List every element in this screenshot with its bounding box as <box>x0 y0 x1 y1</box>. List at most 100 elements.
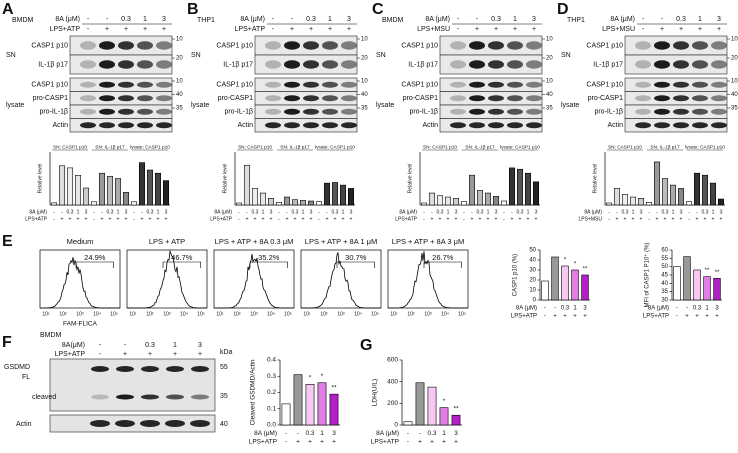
blot-band <box>450 95 466 102</box>
x-tick-label: - <box>53 209 55 215</box>
dose: 1 <box>328 16 332 23</box>
x-tick-label: - <box>616 209 618 215</box>
blot-band <box>526 108 542 115</box>
gate <box>249 261 288 268</box>
group-label: SN: IL-1β p17 <box>95 144 125 150</box>
x-tick-label: 3 <box>715 306 719 312</box>
bar <box>561 265 569 301</box>
stim-label: - <box>407 439 409 446</box>
x-tick-label: - <box>696 209 698 215</box>
blot-band <box>80 95 96 102</box>
band-name: CASP1 p10 <box>216 42 253 49</box>
stim: + <box>679 26 683 33</box>
bar <box>428 192 436 206</box>
stim-label: + <box>664 216 667 222</box>
stim-label: + <box>495 216 498 222</box>
fraction-label: lysate <box>191 102 209 109</box>
kda: 10 <box>731 37 738 43</box>
blot-band <box>692 81 708 88</box>
x-tick-label: 1 <box>487 209 490 215</box>
blot-band <box>80 108 96 115</box>
stim-label: + <box>246 216 249 222</box>
kda: 35 <box>546 106 553 112</box>
dose: 1 <box>513 16 517 23</box>
stim: + <box>124 26 128 33</box>
blot-band <box>137 122 153 129</box>
band-name: IL-1β p17 <box>38 61 68 68</box>
blot-band <box>635 108 651 115</box>
flow-title: LPS + ATP <box>149 237 185 246</box>
flow-title: LPS + ATP + 8A 1 μM <box>305 237 377 246</box>
blot-band <box>673 41 689 50</box>
stim-label: - <box>676 314 678 320</box>
bar <box>331 182 339 206</box>
x-tick-label: - <box>544 306 546 312</box>
fraction-label: lysate <box>6 102 24 109</box>
blot-band <box>711 95 727 102</box>
stim-label: + <box>455 216 458 222</box>
x-tick-label: - <box>688 209 690 215</box>
stim-label: - <box>133 216 135 222</box>
significance: * <box>574 262 577 268</box>
stim-label: + <box>326 216 329 222</box>
stim-label: + <box>332 439 336 446</box>
blot-band <box>118 108 134 115</box>
flow-title: Medium <box>67 237 94 246</box>
blot-band <box>507 108 523 115</box>
stim: + <box>123 351 127 358</box>
x-tick-label: 10⁴ <box>441 311 449 317</box>
bar <box>693 172 701 206</box>
row-label: LPS+MSU <box>579 216 603 222</box>
dose: 0.3 <box>491 16 501 23</box>
y-axis-label: Relative level <box>222 164 228 194</box>
bar <box>476 190 484 206</box>
x-tick-label: 0.3 <box>477 209 484 215</box>
blot-band <box>507 60 523 69</box>
blot-band <box>635 81 651 88</box>
dose: 1 <box>173 342 177 349</box>
stim-label: - <box>503 216 505 222</box>
gate <box>423 261 462 268</box>
stim-label: + <box>254 216 257 222</box>
bar <box>581 274 589 301</box>
band-name: pro-CASP1 <box>588 95 624 102</box>
x-tick-label: - <box>141 209 143 215</box>
band-name: CASP1 p10 <box>586 82 623 89</box>
kda: 40 <box>220 421 228 428</box>
blot-band <box>673 60 689 69</box>
y-tick-label: 0.3 <box>267 373 276 380</box>
flow-histogram <box>301 252 381 309</box>
row-label: 8A (μM) <box>648 306 669 312</box>
stim: - <box>87 26 90 33</box>
blot-band <box>99 95 115 102</box>
row-label: LPS+ATP <box>395 216 417 222</box>
blot-band <box>156 81 172 88</box>
stim: + <box>532 26 536 33</box>
group-label: SN: CASP1 p10 <box>608 144 642 150</box>
significance: * <box>321 373 324 380</box>
stim-label: + <box>695 314 699 320</box>
bar <box>299 200 307 206</box>
significance: ** <box>705 268 710 274</box>
blot-band <box>322 41 338 50</box>
stim-label: + <box>519 216 522 222</box>
stim-label: - <box>423 216 425 222</box>
band-name: pro-CASP1 <box>33 95 69 102</box>
bar <box>701 174 709 206</box>
blot-band <box>488 122 504 129</box>
blot-band <box>99 108 115 115</box>
y-tick-label: 60 <box>661 248 668 254</box>
panel-label: A <box>2 1 14 18</box>
dose: 3 <box>347 16 351 23</box>
gate-percent: 26.7% <box>432 253 454 262</box>
x-tick-label: 1 <box>262 209 265 215</box>
stim-label: + <box>296 439 300 446</box>
dose: 3 <box>198 342 202 349</box>
stim-label: - <box>53 216 55 222</box>
stim-label: + <box>109 216 112 222</box>
stim: + <box>494 26 498 33</box>
kda: 20 <box>731 56 738 62</box>
bar <box>541 280 549 301</box>
y-axis-label: Relative level <box>407 164 413 194</box>
bar <box>717 198 725 206</box>
